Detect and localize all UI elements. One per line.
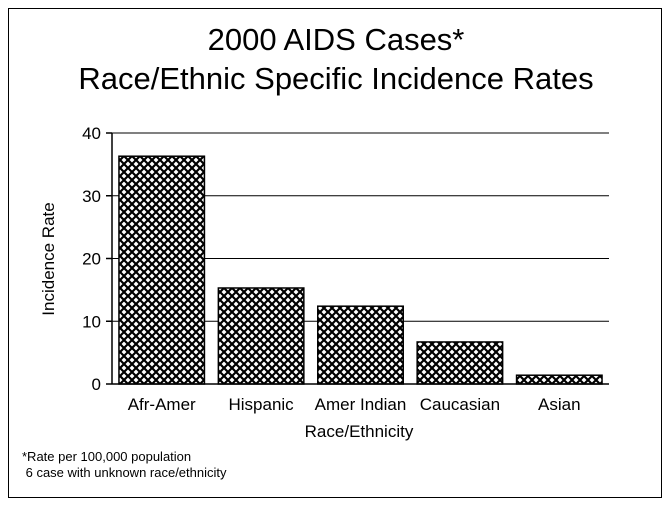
y-tick-label: 10 — [82, 312, 101, 331]
x-tick-label: Amer Indian — [315, 395, 407, 414]
chart-title: 2000 AIDS Cases* — [207, 22, 465, 57]
x-tick-label: Asian — [538, 395, 581, 414]
bar-asian — [515, 374, 603, 385]
chart-frame — [8, 8, 662, 498]
y-axis-label: Incidence Rate — [39, 202, 58, 315]
bar-afr-amer — [118, 155, 206, 385]
x-tick-label: Caucasian — [420, 395, 500, 414]
footnote-rate: *Rate per 100,000 population — [22, 449, 192, 464]
chart-subtitle: Race/Ethnic Specific Incidence Rates — [78, 61, 594, 96]
y-tick-label: 0 — [92, 375, 101, 394]
footnote-unknown: 6 case with unknown race/ethnicity — [22, 465, 227, 480]
bar-hispanic — [217, 287, 305, 385]
y-tick-label: 20 — [82, 250, 101, 269]
x-tick-label: Afr-Amer — [128, 395, 196, 414]
bar-amer-indian — [317, 305, 404, 385]
bar-caucasian — [416, 341, 504, 385]
x-axis-label: Race/Ethnicity — [305, 422, 414, 441]
y-tick-label: 30 — [82, 187, 101, 206]
x-tick-label: Hispanic — [228, 395, 294, 414]
y-tick-label: 40 — [82, 124, 101, 143]
